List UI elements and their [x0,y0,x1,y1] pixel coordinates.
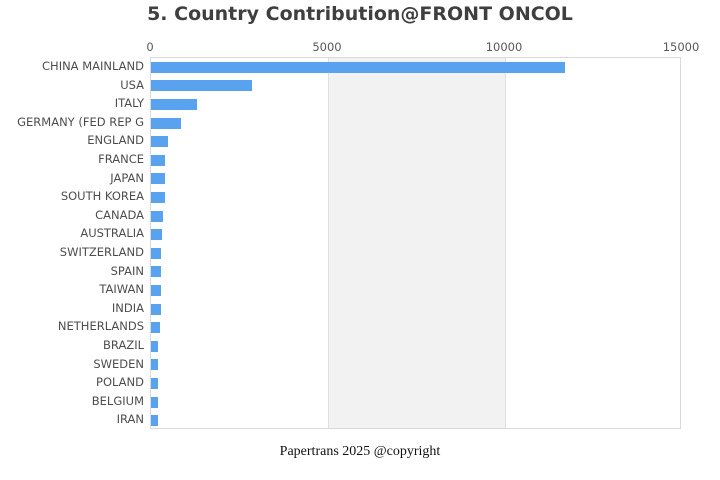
x-tick-label: 10000 [485,40,523,54]
chart-title: 5. Country Contribution@FRONT ONCOL [147,3,573,25]
y-axis-label: INDIA [111,300,144,315]
x-tick-label: 0 [146,40,154,54]
bar-japan[interactable] [151,173,166,185]
bar-brazil[interactable] [151,340,159,352]
y-axis-label: AUSTRALIA [80,226,144,241]
bar-sweden[interactable] [151,359,159,371]
bar-france[interactable] [151,154,166,166]
bar-spain[interactable] [151,266,162,278]
chart-footer: Papertrans 2025 @copyright [279,444,441,459]
bar-italy[interactable] [151,99,198,110]
bar-usa[interactable] [151,80,252,92]
y-axis-label: POLAND [96,375,144,390]
bar-china-mainland[interactable] [151,61,566,73]
y-axis-label: BRAZIL [103,338,144,352]
y-axis-label: BELGIUM [91,393,144,408]
bar-iran[interactable] [151,415,158,427]
bar-australia[interactable] [151,229,162,241]
y-axis-label: ITALY [114,96,144,111]
bar-canada[interactable] [151,210,163,222]
y-axis-label: GERMANY (FED REP G [17,114,144,129]
y-axis-label: SWITZERLAND [59,245,144,259]
bar-england[interactable] [151,136,168,148]
bar-switzerland[interactable] [151,247,162,259]
grid-line [505,58,506,428]
y-axis-label: TAIWAN [99,282,144,297]
plot-area [150,57,681,429]
bar-taiwan[interactable] [151,285,162,296]
y-axis-label: CANADA [95,207,144,222]
y-axis-label: FRANCE [98,152,144,166]
y-axis-label: NETHERLANDS [57,319,144,334]
bar-india[interactable] [151,303,162,315]
x-tick-label: 5000 [312,40,342,54]
bar-germany-fed-rep-g[interactable] [151,117,182,129]
bar-belgium[interactable] [151,396,158,408]
grid-line [328,58,329,428]
y-axis-label: USA [120,77,144,92]
bar-south-korea[interactable] [151,192,165,203]
y-axis-label: SPAIN [110,263,144,278]
y-axis-label: CHINA MAINLAND [42,59,144,73]
split-area-band [328,58,505,428]
y-axis-label: ENGLAND [87,133,144,148]
y-axis-label: SOUTH KOREA [60,189,144,204]
y-axis-label: SWEDEN [93,356,144,371]
y-axis-label: IRAN [116,412,144,427]
bar-poland[interactable] [151,378,159,389]
y-axis-label: JAPAN [110,170,144,185]
x-tick-label: 15000 [662,40,700,54]
bar-netherlands[interactable] [151,322,161,334]
